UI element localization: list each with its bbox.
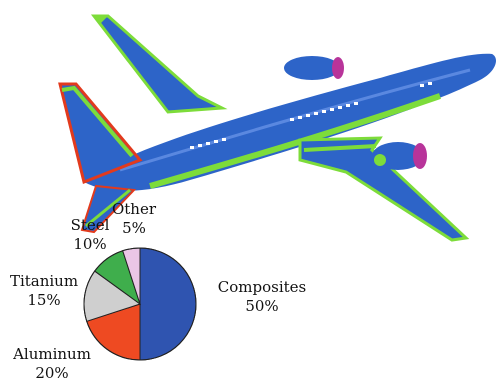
fuselage — [84, 53, 496, 191]
label-other: Other 5% — [106, 200, 162, 238]
label-other-name: Other — [111, 200, 157, 218]
label-aluminum: Aluminum 20% — [6, 345, 98, 383]
pie-slice-composites — [139, 247, 197, 361]
label-steel-value: 10% — [73, 235, 107, 253]
label-titanium-value: 15% — [27, 291, 61, 309]
label-aluminum-value: 20% — [35, 364, 69, 382]
label-steel: Steel 10% — [60, 216, 120, 254]
vertical-tail — [58, 82, 143, 185]
label-steel-name: Steel — [70, 216, 110, 234]
label-composites-name: Composites — [217, 278, 307, 296]
label-composites-value: 50% — [245, 297, 279, 315]
near-wing — [298, 136, 470, 242]
label-other-value: 5% — [122, 219, 146, 237]
pie-outline — [83, 247, 197, 361]
far-engine — [284, 56, 340, 80]
window-row — [190, 82, 432, 149]
label-titanium-name: Titanium — [9, 272, 79, 290]
label-aluminum-name: Aluminum — [13, 345, 91, 363]
far-wing — [90, 14, 228, 114]
label-titanium: Titanium 15% — [4, 272, 84, 310]
label-composites: Composites 50% — [208, 278, 316, 316]
